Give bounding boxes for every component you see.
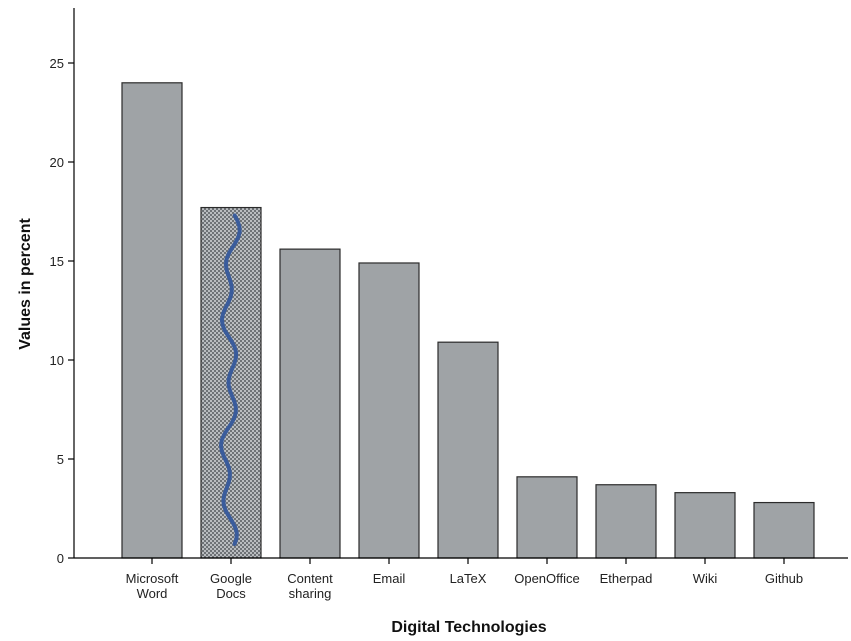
y-tick-label: 0: [57, 551, 64, 566]
y-axis-ticks: 0 5 10 15 20 25: [50, 56, 74, 566]
bar: [437, 341, 499, 559]
bar: [121, 82, 183, 559]
x-axis-title: Digital Technologies: [391, 619, 546, 636]
x-tick-label: OpenOffice: [514, 571, 580, 586]
x-tick-label: Google Docs: [210, 571, 252, 601]
annotation-squiggle: [219, 213, 242, 546]
bars: [121, 82, 815, 559]
bar: [358, 262, 420, 559]
bar: [753, 501, 815, 559]
bar: [516, 476, 578, 559]
y-axis-title: Values in percent: [17, 218, 34, 350]
x-tick-label: Email: [373, 571, 406, 586]
x-tick-label: Github: [765, 571, 803, 586]
x-axis-tick-labels: Microsoft Word Google Docs Content sharing Ema…: [126, 558, 803, 601]
y-tick-label: 10: [50, 353, 64, 368]
x-tick-label: Wiki: [693, 571, 718, 586]
y-tick-label: 20: [50, 155, 64, 170]
x-tick-label: Etherpad: [600, 571, 653, 586]
bar: [200, 206, 262, 559]
y-tick-label: 25: [50, 56, 64, 71]
x-tick-label: Content sharing: [287, 571, 333, 601]
y-tick-label: 5: [57, 452, 64, 467]
bar: [279, 248, 341, 559]
bar: [674, 492, 736, 559]
x-tick-label: Microsoft Word: [126, 571, 179, 601]
x-tick-label: LaTeX: [450, 571, 487, 586]
bar: [595, 484, 657, 559]
y-tick-label: 15: [50, 254, 64, 269]
